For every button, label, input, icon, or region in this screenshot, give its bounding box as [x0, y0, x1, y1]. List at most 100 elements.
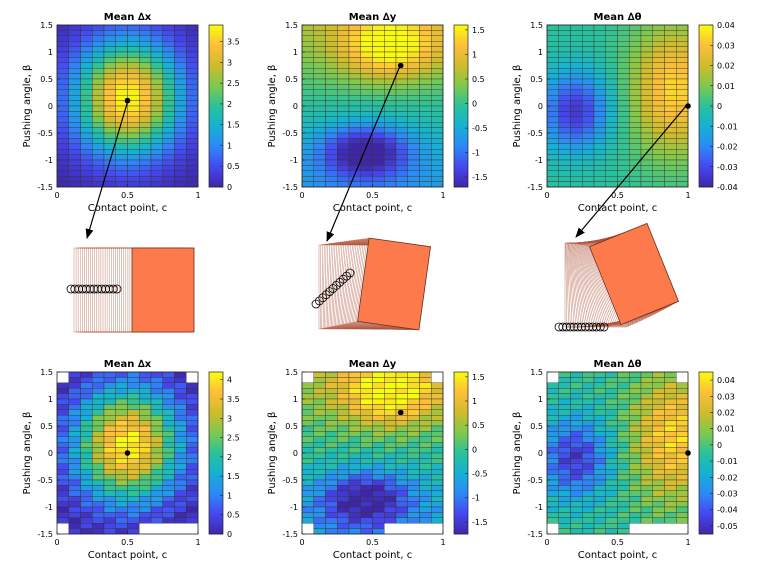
- heatmap-cell: [605, 111, 618, 118]
- heatmap-cell: [395, 485, 408, 491]
- heatmap-cell: [92, 523, 105, 529]
- heatmap-cell: [360, 57, 373, 64]
- colorbar-band: [699, 124, 713, 128]
- heatmap-cell: [605, 46, 618, 53]
- heatmap-cell: [546, 143, 559, 150]
- heatmap-cell: [80, 24, 93, 31]
- heatmap-cell: [80, 528, 93, 535]
- heatmap-cell: [395, 447, 408, 454]
- heatmap-cell: [617, 447, 630, 454]
- heatmap-cell: [325, 148, 338, 155]
- colorbar-tick-label: -1: [472, 494, 480, 503]
- heatmap-cell: [174, 415, 187, 421]
- heatmap-cell: [384, 116, 397, 123]
- heatmap-cell: [617, 57, 630, 64]
- heatmap-cell: [582, 73, 595, 80]
- heatmap-cell: [640, 485, 653, 491]
- colorbar-band: [209, 431, 223, 435]
- heatmap-cell: [360, 420, 373, 427]
- y-tick-label: 0: [48, 449, 53, 458]
- heatmap-cell: [103, 67, 116, 74]
- heatmap-cell: [68, 496, 81, 502]
- colorbar-band: [454, 377, 468, 381]
- heatmap-cell: [150, 388, 163, 394]
- heatmap-cell: [80, 41, 93, 47]
- heatmap-cell: [395, 388, 408, 394]
- heatmap-cell: [103, 474, 116, 481]
- heatmap-cell: [360, 398, 373, 405]
- colorbar-band: [454, 390, 468, 394]
- heatmap-cell: [337, 393, 350, 400]
- heatmap-cell: [313, 121, 326, 128]
- heatmap-cell: [617, 30, 630, 36]
- heatmap-cell: [384, 35, 397, 42]
- heatmap-cell: [301, 89, 314, 96]
- heatmap-cell: [407, 132, 420, 139]
- heatmap-cell: [384, 371, 397, 378]
- heatmap-cell: [617, 490, 630, 497]
- heatmap-cell: [570, 154, 583, 161]
- heatmap-cell: [617, 398, 630, 405]
- colorbar-band: [699, 504, 713, 508]
- heatmap-cell: [395, 425, 408, 432]
- colorbar-band: [209, 501, 223, 505]
- heatmap-cell: [56, 138, 69, 144]
- heatmap-cell: [337, 415, 350, 421]
- heatmap-cell: [407, 148, 420, 155]
- heatmap-cell: [313, 490, 326, 497]
- heatmap-cell: [558, 132, 571, 139]
- heatmap-cell: [372, 420, 385, 427]
- heatmap-cell: [139, 89, 152, 96]
- heatmap-cell: [360, 485, 373, 491]
- y-tick-label: 1.5: [40, 368, 53, 377]
- heatmap-cell: [605, 143, 618, 150]
- heatmap-cell: [115, 415, 128, 421]
- heatmap-cell: [546, 431, 559, 437]
- colorbar-tick-label: 1: [472, 50, 477, 59]
- heatmap-cell: [640, 447, 653, 454]
- heatmap-cell: [676, 388, 689, 394]
- colorbar-band: [699, 92, 713, 96]
- heatmap-cell: [80, 415, 93, 421]
- heatmap-cell: [139, 469, 152, 475]
- heatmap-cell: [115, 138, 128, 144]
- heatmap-cell: [395, 51, 408, 58]
- colorbar-band: [699, 138, 713, 142]
- heatmap-cell: [115, 154, 128, 161]
- heatmap-cell: [431, 175, 444, 182]
- heatmap-cell: [407, 469, 420, 475]
- heatmap-cell: [407, 398, 420, 405]
- heatmap-cell: [127, 165, 140, 171]
- heatmap-cell: [629, 94, 642, 101]
- heatmap-cell: [162, 382, 175, 389]
- colorbar-band: [209, 157, 223, 161]
- heatmap-cell: [384, 447, 397, 454]
- heatmap-cell: [664, 404, 677, 410]
- heatmap-cell: [431, 474, 444, 481]
- colorbar-band: [209, 404, 223, 408]
- heatmap-cell: [372, 452, 385, 459]
- colorbar-band: [209, 87, 223, 91]
- heatmap-cell: [313, 463, 326, 470]
- heatmap-cell: [640, 382, 653, 389]
- heatmap-cell: [546, 420, 559, 427]
- heatmap-cell: [186, 84, 199, 91]
- heatmap-cell: [570, 496, 583, 502]
- colorbar-band: [209, 43, 223, 47]
- heatmap-cell: [593, 89, 606, 96]
- heatmap-cell: [313, 57, 326, 64]
- heatmap-cell: [301, 57, 314, 64]
- colorbar-band: [209, 146, 223, 150]
- colorbar-band: [699, 507, 713, 511]
- heatmap-cell: [80, 382, 93, 389]
- colorbar-band: [699, 444, 713, 448]
- heatmap-cell: [582, 154, 595, 161]
- heatmap-cell: [664, 501, 677, 508]
- heatmap-cell: [68, 78, 81, 85]
- heatmap-cell: [301, 512, 314, 519]
- heatmap-cell: [652, 94, 665, 101]
- colorbar-frame: [698, 371, 714, 535]
- heatmap-cell: [325, 463, 338, 470]
- heatmap-cell: [139, 442, 152, 448]
